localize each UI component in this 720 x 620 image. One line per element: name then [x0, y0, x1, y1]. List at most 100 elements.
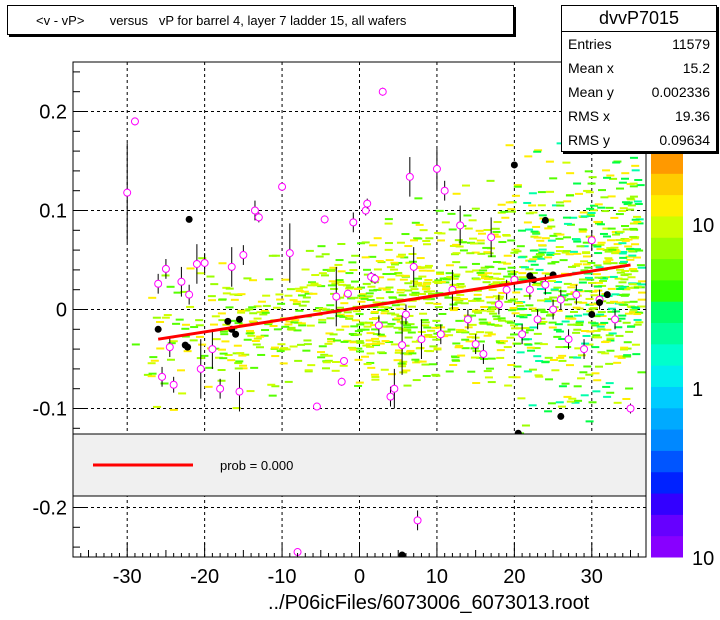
colorbar-swatch	[651, 450, 683, 473]
scatter-cell	[416, 257, 425, 260]
scatter-cell	[445, 334, 454, 337]
scatter-cell	[562, 216, 571, 219]
scatter-cell	[360, 297, 369, 300]
scatter-cell	[422, 287, 431, 290]
scatter-cell	[476, 239, 485, 242]
scatter-cell	[606, 391, 615, 394]
scatter-cell	[620, 346, 629, 349]
scatter-cell	[594, 289, 603, 292]
scatter-cell	[429, 345, 438, 348]
scatter-cell	[618, 281, 627, 284]
scatter-cell	[497, 317, 506, 320]
scatter-cell	[403, 329, 412, 332]
scatter-cell	[439, 277, 448, 280]
scatter-cell	[528, 192, 537, 195]
profile-point	[549, 305, 558, 314]
scatter-cell	[396, 291, 405, 294]
profile-point	[370, 274, 379, 283]
scatter-cell	[563, 395, 572, 398]
scatter-cell	[401, 233, 410, 236]
scatter-cell	[573, 240, 582, 243]
scatter-cell	[295, 289, 304, 292]
scatter-cell	[472, 309, 481, 312]
scatter-cell	[507, 266, 516, 269]
scatter-cell	[490, 233, 499, 236]
scatter-cell	[428, 335, 437, 338]
scatter-cell	[588, 176, 597, 179]
profile-point	[332, 292, 341, 301]
scatter-cell	[519, 316, 528, 319]
scatter-cell	[612, 310, 621, 313]
scatter-cell	[624, 312, 633, 315]
scatter-cell	[609, 300, 618, 303]
scatter-cell	[147, 375, 156, 378]
black-point	[224, 317, 232, 325]
scatter-cell	[587, 261, 596, 264]
scatter-cell	[481, 275, 490, 278]
scatter-cell	[591, 346, 600, 349]
scatter-cell	[284, 294, 293, 297]
scatter-cell	[519, 313, 528, 316]
scatter-cell	[546, 253, 555, 256]
scatter-cell	[530, 230, 539, 233]
scatter-cell	[604, 257, 613, 260]
scatter-cell	[629, 222, 638, 225]
scatter-cell	[612, 161, 621, 164]
scatter-cell	[335, 279, 344, 282]
scatter-cell	[246, 329, 255, 332]
scatter-cell	[411, 358, 420, 361]
scatter-cell	[530, 263, 539, 266]
colorbar-label: 1	[692, 379, 703, 401]
scatter-cell	[487, 357, 496, 360]
y-tick-label: 0	[56, 300, 67, 322]
profile-point	[177, 277, 186, 286]
profile-point	[154, 279, 163, 288]
scatter-cell	[257, 300, 266, 303]
scatter-cell	[547, 313, 556, 316]
scatter-cell	[569, 356, 578, 359]
scatter-cell	[619, 250, 628, 253]
scatter-cell	[486, 367, 495, 370]
scatter-cell	[527, 349, 536, 352]
scatter-cell	[357, 294, 366, 297]
scatter-cell	[356, 341, 365, 344]
scatter-cell	[482, 281, 491, 284]
scatter-cell	[359, 321, 368, 324]
scatter-cell	[176, 369, 185, 372]
scatter-cell	[607, 307, 616, 310]
scatter-cell	[358, 293, 367, 296]
scatter-cell	[166, 358, 175, 361]
profile-point	[250, 206, 259, 215]
scatter-cell	[355, 381, 364, 384]
scatter-cell	[513, 342, 522, 345]
scatter-cell	[152, 316, 161, 319]
scatter-cell	[586, 207, 595, 210]
file-path-label: ../P06icFiles/6073006_6073013.root	[268, 592, 590, 614]
scatter-cell	[596, 313, 605, 316]
scatter-cell	[371, 378, 380, 381]
profile-point	[200, 258, 209, 267]
scatter-cell	[492, 295, 501, 298]
scatter-cell	[372, 340, 381, 343]
scatter-cell	[504, 320, 513, 323]
scatter-cell	[494, 324, 503, 327]
scatter-cell	[549, 177, 558, 180]
scatter-cell	[498, 291, 507, 294]
fit-line	[157, 263, 631, 341]
scatter-cell	[606, 247, 615, 250]
colorbar-swatch	[651, 152, 683, 174]
scatter-cell	[385, 259, 394, 262]
scatter-cell	[580, 260, 589, 263]
scatter-cell	[253, 337, 262, 340]
scatter-cell	[536, 239, 545, 242]
scatter-cell	[616, 301, 625, 304]
scatter-cell	[547, 402, 556, 405]
scatter-cell	[613, 361, 622, 364]
scatter-cell	[589, 209, 598, 212]
scatter-cell	[451, 359, 460, 362]
scatter-cell	[509, 298, 518, 301]
scatter-cell	[618, 242, 627, 245]
scatter-cell	[622, 397, 631, 400]
scatter-cell	[624, 238, 633, 241]
scatter-cell	[414, 283, 423, 286]
